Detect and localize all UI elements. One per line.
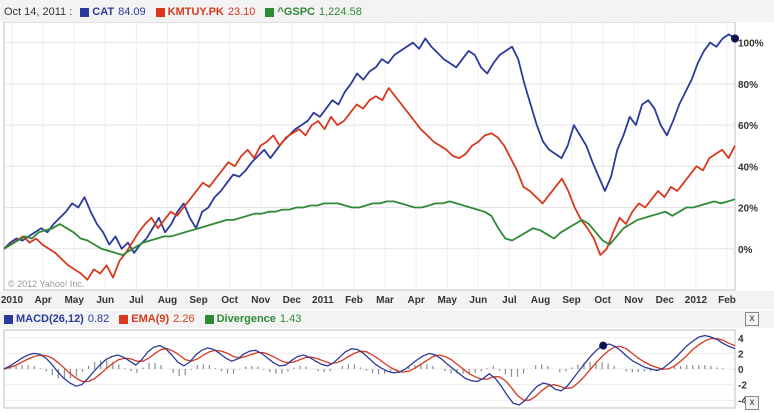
x-tick-label: Jun [96, 295, 114, 306]
x-tick-label: 2011 [312, 295, 334, 306]
legend-value-gspc: 1,224.58 [319, 6, 362, 18]
indicator-swatch-macd [4, 314, 13, 324]
legend-swatch-kmtuy [155, 7, 165, 17]
indicator-y-tick-label: -4 [738, 396, 747, 407]
series-line-gspc [3, 198, 736, 256]
indicator-swatch-ema [119, 314, 129, 324]
series-line-cat [3, 33, 736, 254]
indicator-label-macd: MACD(26,12) [16, 313, 84, 325]
legend-symbol-kmtuy: KMTUY.PK [167, 6, 224, 18]
x-tick-label: Sep [189, 295, 207, 306]
legend-swatch-gspc [265, 7, 275, 17]
x-tick-label: Sep [562, 295, 580, 306]
indicator-item-ema[interactable]: EMA(9) 2.26 [119, 313, 195, 325]
x-tick-label: Jun [469, 295, 487, 306]
macd-date-marker [599, 341, 608, 350]
chart-close-button[interactable]: x [745, 396, 759, 410]
indicator-y-tick-label: 2 [738, 349, 744, 360]
indicator-label-ema: EMA(9) [131, 313, 170, 325]
x-tick-label: Oct [221, 295, 238, 306]
x-tick-label: Jul [129, 295, 144, 306]
xaxis-bar-bg [0, 291, 774, 309]
indicator-close-button[interactable]: x [745, 312, 759, 326]
legend-value-cat: 84.09 [118, 6, 146, 18]
x-tick-label: 2012 [685, 295, 708, 306]
indicator-y-tick-label: -2 [738, 381, 747, 392]
indicator-swatch-divergence [204, 314, 214, 324]
x-tick-label: Dec [283, 295, 302, 306]
x-tick-label: Nov [251, 295, 270, 306]
indicator-value-macd: 0.82 [87, 313, 110, 325]
legend-bar-bg [0, 0, 774, 22]
indicator-item-divergence[interactable]: Divergence 1.43 [204, 313, 302, 325]
legend-item-kmtuy[interactable]: KMTUY.PK 23.10 [155, 6, 256, 18]
cat-date-marker [731, 34, 739, 43]
x-tick-label: Apr [408, 295, 425, 306]
x-tick-label: May [437, 295, 457, 306]
price-plot-area [3, 21, 736, 291]
price-y-tick-label: 20% [738, 204, 758, 215]
price-y-tick-label: 40% [738, 162, 758, 173]
legend-date: Oct 14, 2011 : [4, 6, 73, 18]
price-y-tick-label: 100% [738, 39, 764, 50]
x-tick-label: 2010 [1, 295, 24, 306]
x-tick-label: Jul [502, 295, 517, 306]
legend-value-kmtuy: 23.10 [227, 6, 256, 18]
indicator-y-tick-label: 4 [738, 334, 744, 345]
x-tick-label: Nov [624, 295, 643, 306]
price-y-tick-label: 0% [738, 245, 753, 256]
indicator-legend-bg [0, 310, 774, 328]
indicator-legend: MACD(26,12) 0.82 EMA(9) 2.26 Divergence … [4, 313, 311, 325]
indicator-item-macd[interactable]: MACD(26,12) 0.82 [4, 313, 109, 325]
indicator-value-ema: 2.26 [173, 313, 195, 325]
indicator-label-divergence: Divergence [216, 313, 276, 325]
x-tick-label: Aug [531, 295, 550, 306]
price-y-tick-label: 60% [738, 121, 758, 132]
x-tick-label: Feb [345, 295, 363, 306]
legend-item-gspc[interactable]: ^GSPC 1,224.58 [265, 6, 362, 18]
legend-item-cat[interactable]: CAT 84.09 [80, 6, 146, 18]
indicator-y-tick-label: 0 [738, 365, 744, 376]
legend-symbol-gspc: ^GSPC [277, 6, 315, 18]
indicator-value-divergence: 1.43 [279, 313, 302, 325]
yahoo-watermark: © 2012 Yahoo! Inc. [8, 279, 84, 289]
x-tick-label: Aug [158, 295, 177, 306]
indicator-line-macd2612 [3, 334, 736, 406]
legend-swatch-cat [80, 7, 90, 17]
price-legend: Oct 14, 2011 : CAT 84.09 KMTUY.PK 23.10 … [4, 6, 372, 18]
x-tick-label: Feb [718, 295, 736, 306]
x-tick-label: Mar [376, 295, 394, 306]
price-y-tick-label: 80% [738, 80, 758, 91]
x-tick-label: Oct [594, 295, 611, 306]
x-tick-label: May [64, 295, 84, 306]
legend-symbol-cat: CAT [92, 6, 115, 18]
x-tick-label: Apr [34, 295, 51, 306]
x-tick-label: Dec [656, 295, 675, 306]
